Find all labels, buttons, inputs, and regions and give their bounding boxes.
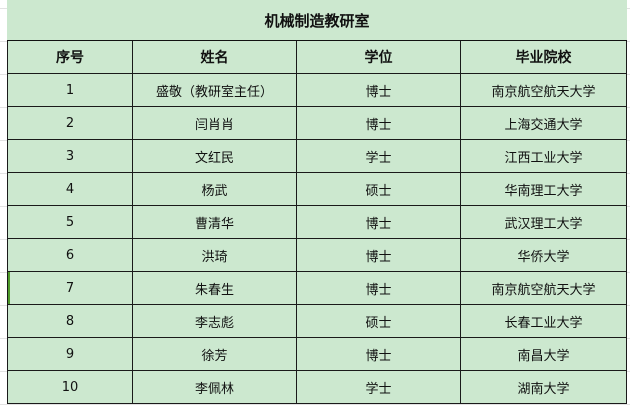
- cell-school[interactable]: 上海交通大学: [459, 106, 628, 140]
- cell-school[interactable]: 华南理工大学: [459, 172, 628, 206]
- table-row: 4 杨武 硕士 华南理工大学: [7, 172, 628, 206]
- table-row: 3 文红民 学士 江西工业大学: [7, 139, 628, 173]
- cell-degree[interactable]: 博士: [296, 337, 461, 371]
- staff-table: 机械制造教研室 序号 姓名 学位 毕业院校 1 盛敬（教研室主任） 博士 南京航空航天…: [6, 0, 628, 404]
- cell-school[interactable]: 南京航空航天大学: [459, 271, 628, 305]
- cell-index[interactable]: 9: [7, 337, 133, 371]
- cell-name[interactable]: 盛敬（教研室主任）: [132, 73, 297, 107]
- table-row: 8 李志彪 硕士 长春工业大学: [7, 304, 628, 338]
- cell-school[interactable]: 江西工业大学: [459, 139, 628, 173]
- cell-name[interactable]: 徐芳: [132, 337, 297, 371]
- cell-name[interactable]: 李佩林: [132, 370, 297, 404]
- table-row: 2 闫肖肖 博士 上海交通大学: [7, 106, 628, 140]
- cell-school[interactable]: 南京航空航天大学: [459, 73, 628, 107]
- table-row: 1 盛敬（教研室主任） 博士 南京航空航天大学: [7, 73, 628, 107]
- header-row: 序号 姓名 学位 毕业院校: [7, 40, 628, 74]
- cell-school[interactable]: 南昌大学: [459, 337, 628, 371]
- cell-school[interactable]: 武汉理工大学: [459, 205, 628, 239]
- cell-name[interactable]: 杨武: [132, 172, 297, 206]
- cell-school[interactable]: 华侨大学: [459, 238, 628, 272]
- table-row: 7 朱春生 博士 南京航空航天大学: [7, 271, 628, 305]
- cell-index[interactable]: 1: [7, 73, 133, 107]
- cell-index[interactable]: 5: [7, 205, 133, 239]
- cell-name[interactable]: 文红民: [132, 139, 297, 173]
- cell-index[interactable]: 2: [7, 106, 133, 140]
- header-index[interactable]: 序号: [7, 40, 133, 74]
- cell-degree[interactable]: 学士: [296, 139, 461, 173]
- cell-degree[interactable]: 硕士: [296, 172, 461, 206]
- cell-degree[interactable]: 博士: [296, 73, 461, 107]
- cell-name[interactable]: 朱春生: [132, 271, 297, 305]
- header-degree[interactable]: 学位: [296, 40, 461, 74]
- cell-index[interactable]: 3: [7, 139, 133, 173]
- cell-degree[interactable]: 博士: [296, 106, 461, 140]
- cell-degree[interactable]: 硕士: [296, 304, 461, 338]
- cell-index[interactable]: 10: [7, 370, 133, 404]
- table-title[interactable]: 机械制造教研室: [6, 0, 628, 41]
- table-row: 5 曹清华 博士 武汉理工大学: [7, 205, 628, 239]
- table-row: 6 洪琦 博士 华侨大学: [7, 238, 628, 272]
- cell-degree[interactable]: 博士: [296, 271, 461, 305]
- header-name[interactable]: 姓名: [132, 40, 297, 74]
- cell-index[interactable]: 6: [7, 238, 133, 272]
- cell-name[interactable]: 洪琦: [132, 238, 297, 272]
- cell-degree[interactable]: 博士: [296, 238, 461, 272]
- table-row: 9 徐芳 博士 南昌大学: [7, 337, 628, 371]
- cell-school[interactable]: 长春工业大学: [459, 304, 628, 338]
- header-school[interactable]: 毕业院校: [459, 40, 628, 74]
- cell-index[interactable]: 8: [7, 304, 133, 338]
- cell-degree[interactable]: 博士: [296, 205, 461, 239]
- cell-school[interactable]: 湖南大学: [459, 370, 628, 404]
- cell-name[interactable]: 闫肖肖: [132, 106, 297, 140]
- cell-name[interactable]: 曹清华: [132, 205, 297, 239]
- cell-degree[interactable]: 学士: [296, 370, 461, 404]
- cell-index[interactable]: 7: [7, 271, 133, 305]
- cell-index[interactable]: 4: [7, 172, 133, 206]
- cell-name[interactable]: 李志彪: [132, 304, 297, 338]
- table-row: 10 李佩林 学士 湖南大学: [7, 370, 628, 404]
